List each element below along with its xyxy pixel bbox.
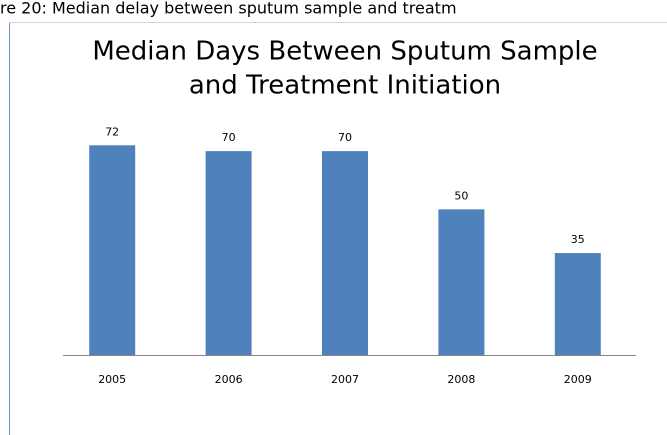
caption: re 20: Median delay between sputum sampl… <box>0 0 457 18</box>
x-tick-label: 2008 <box>447 373 475 386</box>
bar <box>89 145 136 355</box>
x-tick-label: 2006 <box>215 373 243 386</box>
data-label: 50 <box>454 189 468 202</box>
chart-title: Median Days Between Sputum Sample <box>92 37 597 67</box>
data-label: 70 <box>338 131 352 144</box>
x-tick-label: 2009 <box>564 373 592 386</box>
bar <box>322 151 368 355</box>
data-label: 35 <box>571 233 585 246</box>
data-label: 70 <box>222 131 236 144</box>
bar <box>438 209 485 355</box>
x-tick-label: 2007 <box>331 373 359 386</box>
x-tick-label: 2005 <box>98 373 126 386</box>
data-label: 72 <box>105 125 119 138</box>
bar <box>205 151 252 355</box>
chart-title: and Treatment Initiation <box>189 71 501 101</box>
bar <box>554 253 601 355</box>
